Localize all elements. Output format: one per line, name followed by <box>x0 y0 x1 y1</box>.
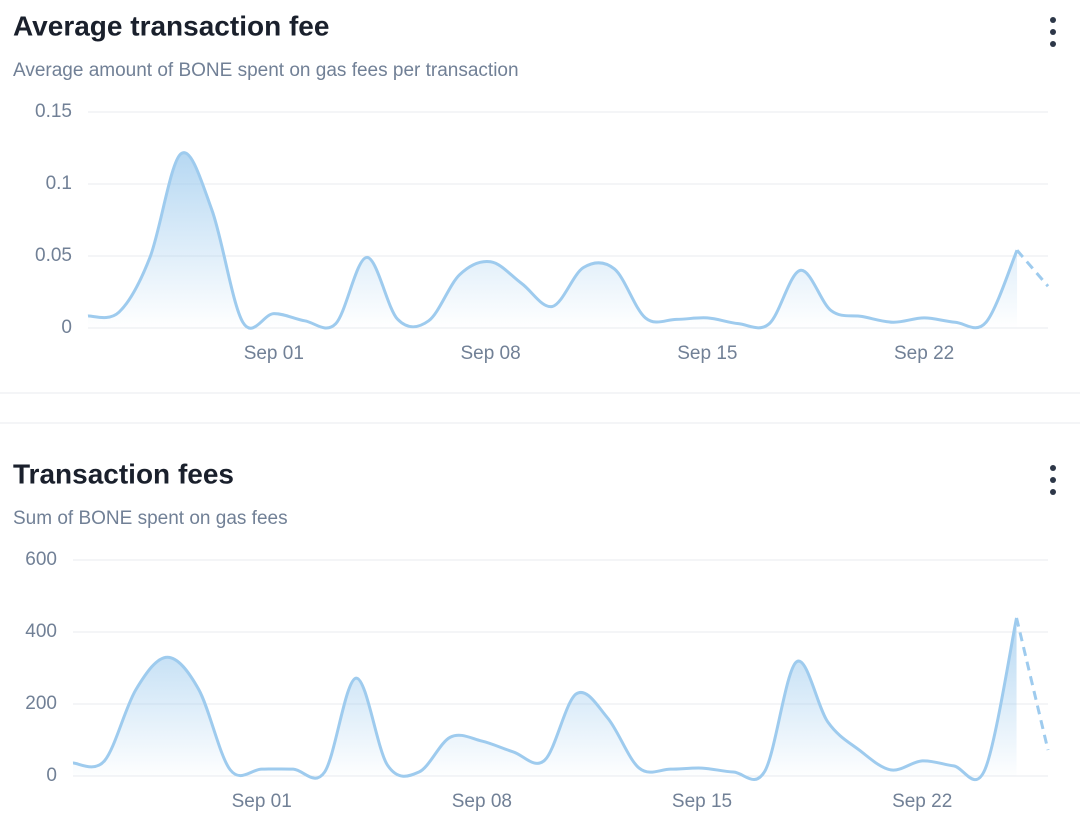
y-tick-label: 0 <box>46 765 57 786</box>
y-tick-label: 0 <box>61 317 72 338</box>
chart-subtitle: Sum of BONE spent on gas fees <box>13 508 288 529</box>
y-tick-label: 400 <box>25 621 57 642</box>
chart-title: Transaction fees <box>13 458 234 489</box>
x-tick-label: Sep 15 <box>677 343 737 364</box>
chart-title: Average transaction fee <box>13 10 329 41</box>
x-tick-label: Sep 01 <box>244 343 304 364</box>
x-tick-label: Sep 22 <box>894 343 954 364</box>
y-tick-label: 600 <box>25 549 57 570</box>
line <box>72 617 1019 782</box>
y-tick-label: 200 <box>25 693 57 714</box>
line-incomplete <box>1015 249 1050 288</box>
area <box>88 152 1018 329</box>
x-tick-label: Sep 15 <box>672 791 732 812</box>
x-tick-label: Sep 08 <box>452 791 512 812</box>
chart-subtitle: Average amount of BONE spent on gas fees… <box>13 60 519 81</box>
line <box>87 151 1019 330</box>
x-tick-label: Sep 08 <box>460 343 520 364</box>
y-tick-label: 0.15 <box>35 101 72 122</box>
y-tick-label: 0.1 <box>46 173 72 194</box>
menu-button[interactable] <box>1050 465 1056 495</box>
y-tick-label: 0.05 <box>35 245 72 266</box>
area <box>73 617 1017 780</box>
x-tick-label: Sep 01 <box>232 791 292 812</box>
line-incomplete <box>1015 617 1050 751</box>
menu-button[interactable] <box>1050 17 1056 47</box>
x-tick-label: Sep 22 <box>892 791 952 812</box>
